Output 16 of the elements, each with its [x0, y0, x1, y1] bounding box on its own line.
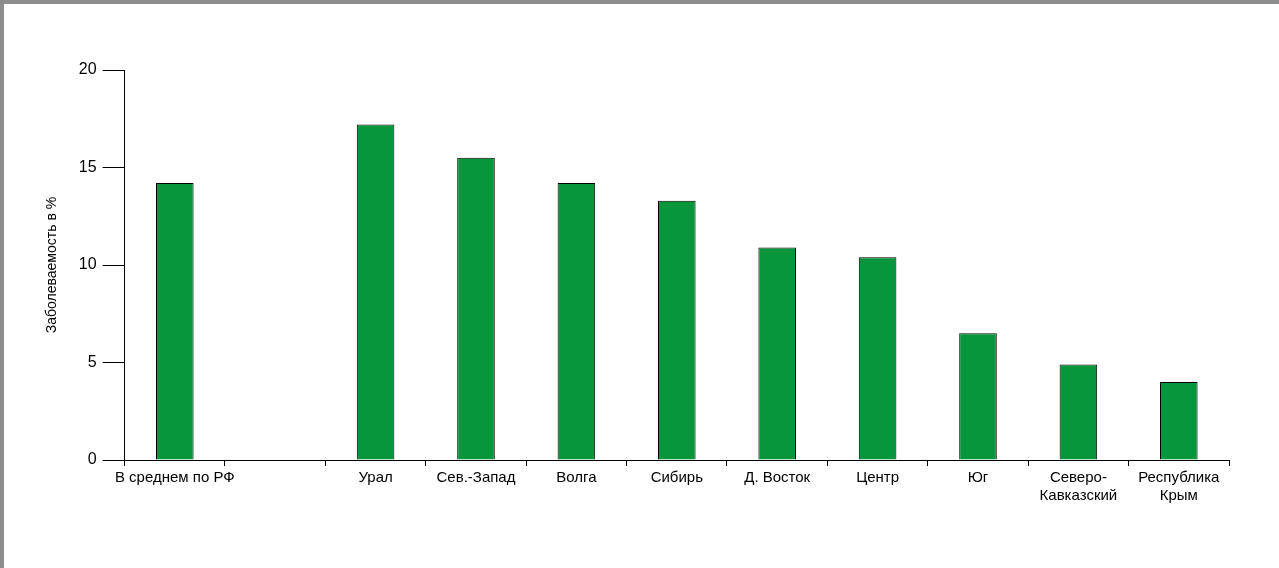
x-tick-label: Д. Восток [744, 468, 811, 486]
y-axis-title: Заболеваемость в % [43, 196, 60, 334]
x-tick-label: Сибирь [650, 468, 704, 486]
x-tick-label: Северо- Кавказский [1039, 468, 1118, 504]
x-tick-label: В среднем по РФ [114, 468, 235, 486]
y-tick-label: 20 [78, 60, 97, 78]
x-tick-label: Юг [967, 468, 989, 486]
y-tick-label: 10 [78, 255, 97, 273]
x-tick-label: Волга [556, 468, 598, 486]
x-tick-label: Республика Крым [1138, 468, 1221, 504]
y-tick-label: 0 [87, 450, 97, 468]
y-tick-label: 15 [78, 157, 97, 175]
x-tick-label: Урал [358, 468, 393, 486]
y-tick-label: 5 [87, 352, 97, 370]
x-tick-label: Сев.-Запад [436, 468, 516, 486]
x-tick-label: Центр [856, 468, 900, 486]
